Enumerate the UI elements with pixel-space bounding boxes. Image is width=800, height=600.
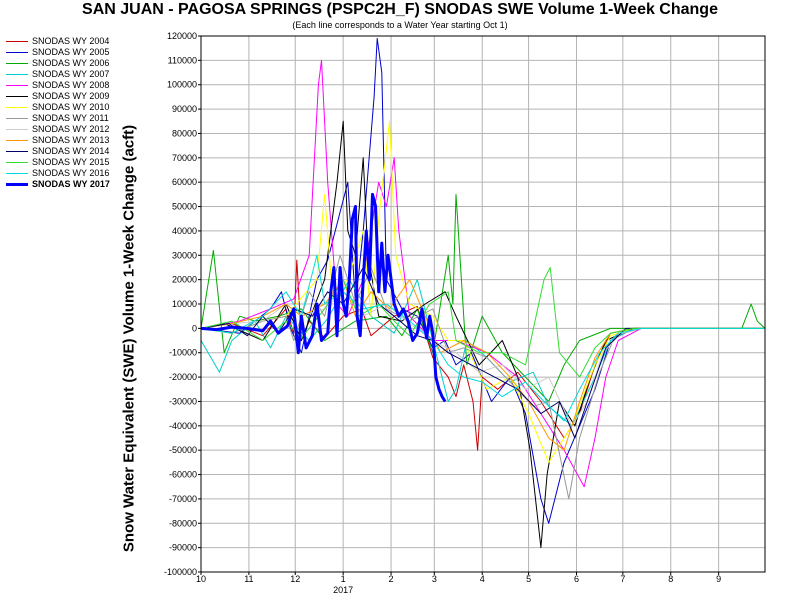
legend-swatch	[6, 173, 28, 174]
y-tick-label: 90000	[172, 104, 197, 114]
y-tick-label: 60000	[172, 177, 197, 187]
y-tick-label: -100000	[164, 567, 197, 577]
legend-label: SNODAS WY 2006	[32, 58, 110, 68]
x-year-label: 2017	[333, 585, 353, 595]
legend-swatch	[6, 151, 28, 152]
legend-label: SNODAS WY 2005	[32, 47, 110, 57]
y-tick-label: 40000	[172, 226, 197, 236]
legend-swatch	[6, 129, 28, 130]
y-tick-label: -80000	[169, 518, 197, 528]
legend-label: SNODAS WY 2010	[32, 102, 110, 112]
x-tick-label: 7	[620, 574, 625, 584]
legend-swatch	[6, 140, 28, 141]
legend-label: SNODAS WY 2013	[32, 135, 110, 145]
legend-label: SNODAS WY 2008	[32, 80, 110, 90]
series-line-snodas-wy-2015	[200, 267, 765, 378]
legend-swatch	[6, 183, 28, 186]
series-line-snodas-wy-2011	[200, 254, 765, 500]
plot-frame	[200, 35, 766, 573]
legend-swatch	[6, 118, 28, 119]
legend-label: SNODAS WY 2004	[32, 36, 110, 46]
series-line-snodas-wy-2017	[200, 192, 447, 403]
x-tick-label: 4	[480, 574, 485, 584]
y-tick-label: 120000	[167, 31, 197, 41]
legend-swatch	[6, 63, 28, 64]
y-tick-label: -30000	[169, 396, 197, 406]
y-tick-label: 10000	[172, 299, 197, 309]
y-tick-label: 50000	[172, 202, 197, 212]
legend-swatch	[6, 41, 28, 42]
legend-swatch	[6, 74, 28, 75]
y-tick-label: 30000	[172, 250, 197, 260]
y-tick-label: 20000	[172, 275, 197, 285]
legend-label: SNODAS WY 2016	[32, 168, 110, 178]
legend-swatch	[6, 85, 28, 86]
legend-label: SNODAS WY 2015	[32, 157, 110, 167]
legend-swatch	[6, 96, 28, 97]
y-tick-label: 70000	[172, 153, 197, 163]
series-line-snodas-wy-2008	[200, 59, 765, 488]
series-line-snodas-wy-2016	[200, 254, 765, 422]
x-tick-label: 1	[341, 574, 346, 584]
legend-label: SNODAS WY 2014	[32, 146, 110, 156]
x-tick-label: 2	[389, 574, 394, 584]
legend-swatch	[6, 107, 28, 108]
x-tick-label: 5	[526, 574, 531, 584]
x-tick-label: 6	[574, 574, 579, 584]
y-tick-label: -40000	[169, 421, 197, 431]
y-tick-label: -10000	[169, 348, 197, 358]
legend-label: SNODAS WY 2012	[32, 124, 110, 134]
y-tick-label: 80000	[172, 128, 197, 138]
legend-label: SNODAS WY 2009	[32, 91, 110, 101]
legend-label: SNODAS WY 2007	[32, 69, 110, 79]
x-tick-label: 9	[716, 574, 721, 584]
x-tick-label: 10	[196, 574, 206, 584]
y-tick-label: 100000	[167, 80, 197, 90]
y-tick-label: -70000	[169, 494, 197, 504]
y-tick-label: -60000	[169, 470, 197, 480]
x-tick-label: 11	[244, 574, 253, 584]
y-tick-label: -90000	[169, 543, 197, 553]
chart-subtitle: (Each line corresponds to a Water Year s…	[292, 20, 508, 30]
y-tick-label: 110000	[168, 55, 197, 65]
legend-label: SNODAS WY 2017	[32, 179, 110, 189]
legend-swatch	[6, 162, 28, 163]
y-tick-label: 0	[192, 323, 197, 333]
legend-swatch	[6, 52, 28, 53]
y-tick-label: -20000	[169, 372, 197, 382]
x-tick-label: 8	[668, 574, 673, 584]
legend-label: SNODAS WY 2011	[32, 113, 109, 123]
x-tick-label: 12	[290, 574, 300, 584]
x-tick-label: 3	[432, 574, 437, 584]
chart-title: SAN JUAN - PAGOSA SPRINGS (PSPC2H_F) SNO…	[82, 1, 718, 18]
y-tick-label: -50000	[169, 445, 197, 455]
